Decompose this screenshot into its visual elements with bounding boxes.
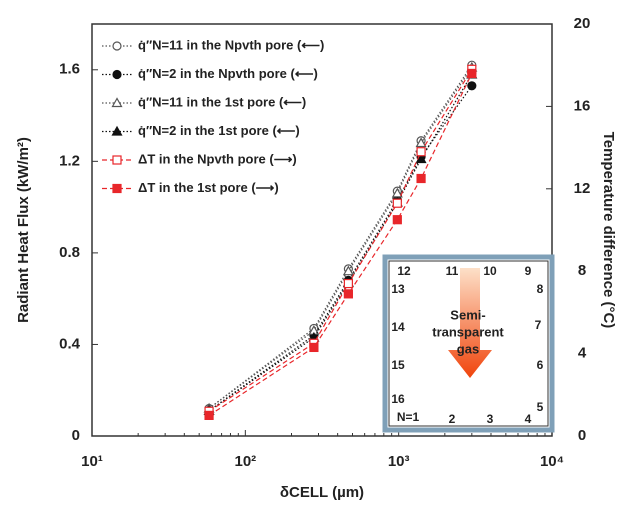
y2-axis-label: Temperature difference (°C) [600, 132, 617, 329]
inset-label: 6 [537, 358, 544, 372]
y2-tick-label: 4 [578, 345, 587, 362]
y2-tick-label: 12 [574, 180, 591, 197]
y-tick-label: 1.6 [59, 61, 80, 78]
y-axis-label: Radiant Heat Flux (kW/m²) [15, 137, 32, 323]
legend-label: q̇″N=2 in the Npvth pore (⟵) [138, 66, 318, 81]
marker [342, 265, 354, 276]
marker [467, 81, 477, 91]
y-tick-label: 0.8 [59, 244, 80, 261]
y-tick-label: 0.4 [59, 335, 81, 352]
y-tick-label: 1.2 [59, 152, 80, 169]
x-axis-label: δCELL (µm) [280, 484, 364, 501]
marker [111, 97, 123, 108]
legend-label: ΔT in the 1st pore (⟶) [138, 180, 279, 195]
inset-label: 13 [391, 282, 405, 296]
y-tick-label: 0 [72, 427, 80, 444]
marker [467, 68, 477, 79]
inset-label: 16 [391, 392, 405, 406]
inset-label: 10 [483, 264, 497, 278]
marker [415, 137, 427, 148]
inset-label: 14 [391, 320, 405, 334]
legend-label: ΔT in the Npvth pore (⟶) [138, 151, 297, 166]
x-tick-label: 10² [234, 453, 256, 470]
inset-label: 7 [535, 318, 542, 332]
y2-tick-label: 0 [578, 427, 586, 444]
inset-label: N=1 [397, 410, 420, 424]
inset-label: 3 [487, 412, 494, 426]
marker [343, 289, 353, 299]
marker [416, 147, 426, 157]
marker [112, 155, 122, 165]
legend-label: q̇″N=11 in the 1st pore (⟵) [138, 94, 306, 109]
plot-frame [91, 23, 553, 437]
inset-text: gas [457, 341, 479, 356]
inset-label: 5 [537, 400, 544, 414]
inset-diagram: N=1 2 3 45678910111213141516Semi-transparen… [382, 254, 555, 433]
marker [112, 183, 122, 194]
legend-label: q̇″N=2 in the 1st pore (⟵) [138, 123, 300, 138]
inset-label: 4 [525, 412, 532, 426]
marker [112, 41, 122, 51]
inset-label: 2 [449, 412, 456, 426]
y2-tick-label: 20 [574, 15, 591, 32]
inset-arrow [448, 268, 492, 378]
marker [204, 410, 214, 420]
x-tick-label: 10⁴ [540, 453, 564, 470]
series-line [208, 69, 473, 412]
legend-label: q̇″N=11 in the Npvth pore (⟵) [138, 37, 324, 52]
inset-label: 9 [525, 264, 532, 278]
series-line [208, 64, 473, 410]
marker [343, 278, 353, 289]
x-tick-label: 10³ [388, 453, 410, 470]
y2-tick-label: 16 [574, 97, 591, 114]
inset-label: 15 [391, 358, 405, 372]
series-line [208, 67, 473, 410]
y2-tick-label: 8 [578, 262, 586, 279]
marker [309, 342, 319, 353]
marker [111, 125, 123, 136]
inset-text: transparent [432, 324, 504, 339]
marker [415, 153, 427, 164]
marker [392, 215, 402, 225]
inset-text: Semi- [450, 307, 485, 322]
inset-label: 8 [537, 282, 544, 296]
marker [392, 198, 402, 208]
marker [416, 173, 426, 184]
marker [112, 69, 122, 80]
x-tick-label: 10¹ [81, 453, 103, 470]
series-line [208, 73, 473, 416]
inset-label: 12 [397, 264, 411, 278]
inset-label: 11 [446, 264, 459, 278]
